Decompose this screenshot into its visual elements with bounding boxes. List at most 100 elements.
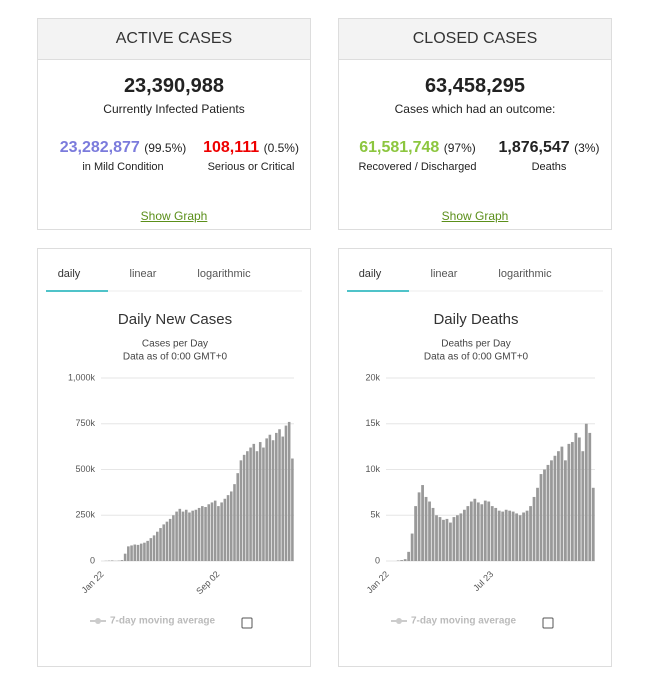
bar [539, 474, 543, 561]
tab[interactable]: daily [359, 268, 382, 280]
bar [536, 487, 539, 561]
bar [504, 509, 508, 561]
stat: 108,111 (0.5%) Serious or Critical [196, 139, 306, 173]
bar [529, 506, 532, 561]
tab[interactable]: linear [130, 268, 157, 280]
bar [123, 553, 127, 561]
bar [469, 501, 473, 561]
card-title: ACTIVE CASES [38, 19, 310, 60]
bar [466, 506, 470, 561]
bar [136, 544, 140, 561]
legend-label[interactable]: 7-day moving average [110, 616, 215, 627]
bar [287, 421, 291, 561]
bar [146, 540, 149, 561]
bar [557, 451, 560, 561]
bar [172, 515, 175, 561]
chart-note: Data as of 0:00 GMT+0 [123, 352, 228, 363]
bar [525, 510, 529, 561]
bar [591, 487, 595, 561]
bar [281, 436, 285, 561]
bar [239, 460, 243, 561]
bar [407, 551, 411, 561]
stat-value: 61,581,748 [359, 139, 440, 156]
bar [133, 544, 137, 561]
x-tick-label: Sep 02 [194, 569, 221, 596]
legend-label[interactable]: 7-day moving average [411, 616, 516, 627]
active-card: ACTIVE CASES 23,390,988 Currently Infect… [37, 18, 311, 230]
tab[interactable]: logarithmic [498, 268, 552, 280]
bar [511, 511, 515, 561]
bar [271, 440, 275, 561]
bar [184, 509, 188, 561]
chart-title: Daily Deaths [433, 311, 518, 328]
bar [563, 460, 567, 561]
bar [435, 515, 438, 561]
bar [494, 507, 498, 561]
bar [268, 434, 272, 561]
y-tick-label: 15k [365, 418, 380, 428]
card-title: CLOSED CASES [339, 19, 611, 60]
bar [217, 506, 220, 561]
bar [262, 447, 265, 561]
bar [473, 498, 477, 561]
bar [110, 560, 114, 561]
bar [487, 501, 491, 561]
bar [188, 512, 191, 561]
bar [550, 460, 553, 561]
stat-value: 23,282,877 [59, 139, 140, 156]
stat-pct: (0.5%) [263, 141, 299, 155]
bar [175, 511, 178, 561]
bar [246, 451, 249, 561]
bar [532, 496, 536, 561]
show-graph[interactable]: Show Graph [140, 209, 208, 223]
bar [226, 495, 230, 561]
bar [546, 464, 550, 561]
closed-card: CLOSED CASES 63,458,295 Cases which had … [338, 18, 612, 230]
stat-value: 1,876,547 [498, 139, 570, 156]
y-tick-label: 10k [365, 464, 380, 474]
bar [255, 451, 259, 561]
bar [501, 511, 505, 561]
bar [210, 502, 214, 561]
bar [152, 535, 156, 561]
bar [284, 425, 288, 561]
checkbox[interactable] [241, 617, 253, 629]
stat-label: Recovered / Discharged [358, 161, 477, 173]
total-label: Currently Infected Patients [103, 102, 245, 116]
bar [291, 458, 294, 561]
bar [584, 423, 588, 561]
bar [570, 442, 574, 561]
bar [424, 496, 428, 561]
tab[interactable]: daily [58, 268, 81, 280]
show-graph[interactable]: Show Graph [441, 209, 509, 223]
checkbox[interactable] [542, 617, 554, 629]
bar [476, 502, 480, 561]
bar [223, 498, 227, 561]
legend-icon [95, 618, 101, 624]
y-tick-label: 20k [365, 372, 380, 382]
total: 63,458,295 [424, 75, 526, 97]
stat-label: Serious or Critical [207, 161, 295, 173]
bar [258, 442, 262, 561]
bar [421, 485, 424, 561]
stat: 23,282,877 (99.5%) in Mild Condition [48, 139, 198, 173]
bar [242, 454, 246, 561]
tab[interactable]: linear [431, 268, 458, 280]
tab[interactable]: logarithmic [197, 268, 251, 280]
chart-title: Daily New Cases [118, 311, 232, 328]
chart: daily linear logarithmic Daily Deaths Deaths… [338, 248, 612, 667]
bar [403, 559, 407, 561]
bar [431, 507, 435, 561]
bar [156, 531, 159, 561]
bar [197, 507, 201, 561]
bar [191, 510, 194, 561]
y-tick-label: 0 [375, 555, 380, 565]
bar [449, 522, 452, 561]
chart-subtitle: Cases per Day [142, 339, 208, 350]
bar [588, 432, 592, 561]
bar [456, 515, 459, 561]
y-tick-label: 500k [75, 464, 95, 474]
bar [508, 510, 512, 561]
stat: 1,876,547 (3%) Deaths [491, 139, 607, 173]
